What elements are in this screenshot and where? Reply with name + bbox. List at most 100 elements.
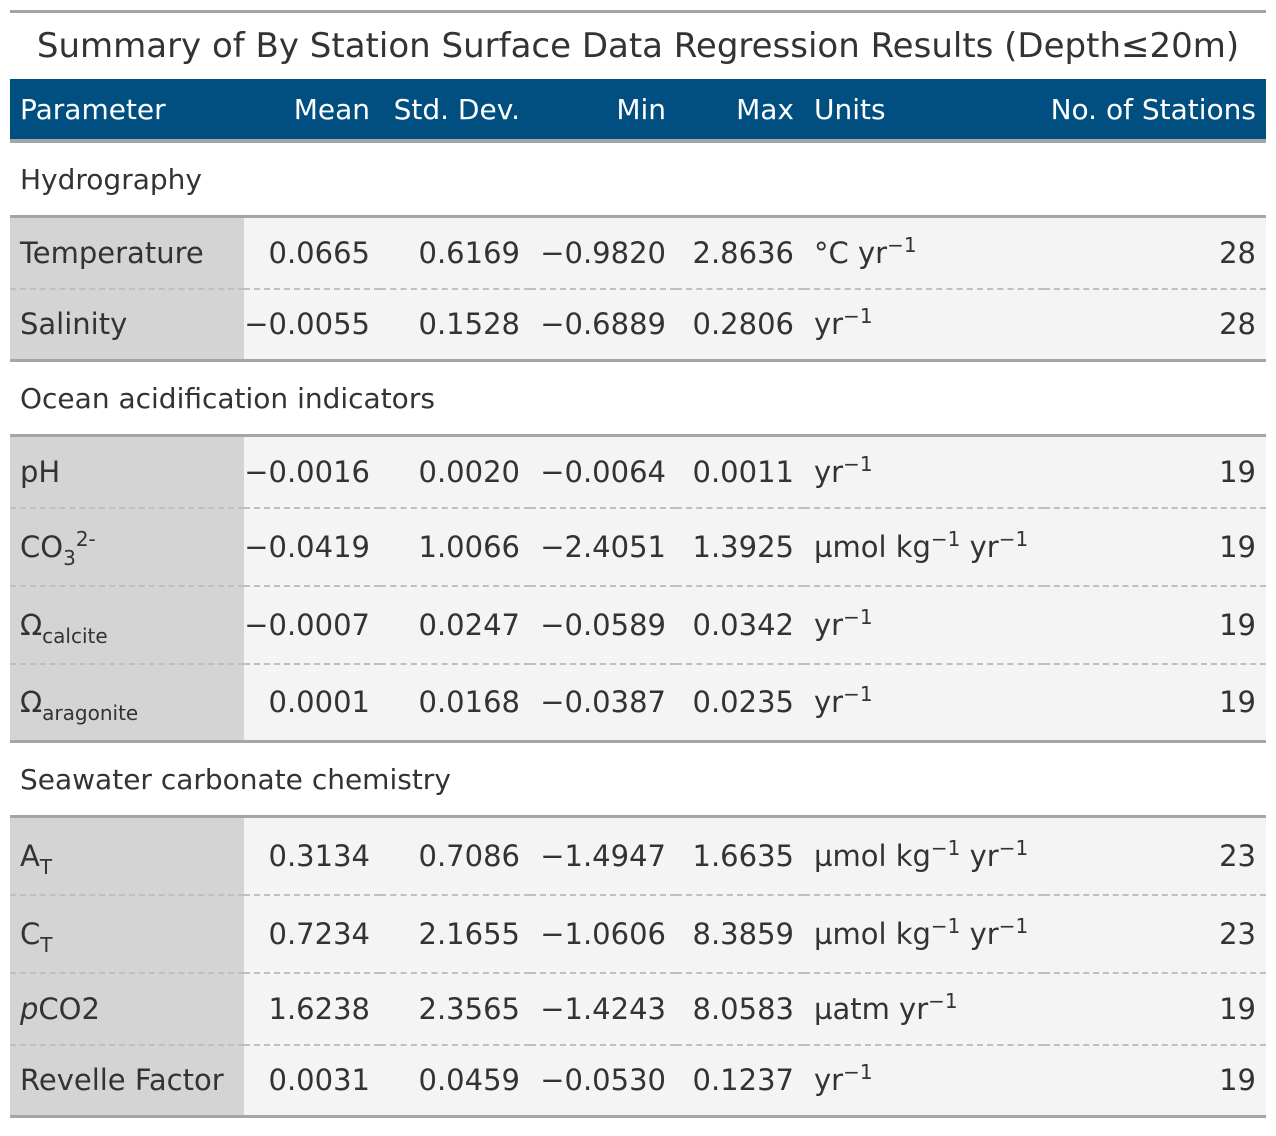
- cell-units: µmol kg−1 yr−1: [804, 894, 1044, 974]
- cell-max: 0.0011: [676, 435, 804, 509]
- group-row: Ocean acidification indicators: [10, 360, 1266, 437]
- parameter-name: Revelle Factor: [20, 1063, 224, 1098]
- cell-min: −0.0589: [530, 585, 676, 665]
- unit-text: µatm yr: [814, 991, 929, 1026]
- parameter-subscript: T: [40, 932, 53, 957]
- cell-std-dev: 0.0168: [380, 663, 530, 743]
- table-row: Temperature 0.0665 0.6169 −0.9820 2.8636 °C y…: [10, 216, 1266, 290]
- cell-stations: 23: [1044, 894, 1266, 974]
- header-units: Units: [804, 79, 1044, 143]
- title-top-rule: [10, 10, 1266, 13]
- unit-exponent: −1: [930, 835, 961, 860]
- parameter-name: C: [20, 916, 41, 951]
- parameter-superscript: 2-: [75, 526, 96, 551]
- table-row: Ωcalcite −0.0007 0.0247 −0.0589 0.0342 yr−1 19: [10, 585, 1266, 665]
- parameter-italic-prefix: p: [20, 991, 39, 1026]
- cell-max: 0.2806: [676, 288, 804, 362]
- parameter-name: Salinity: [20, 307, 128, 342]
- cell-std-dev: 0.1528: [380, 288, 530, 362]
- header-std-dev: Std. Dev.: [380, 79, 530, 143]
- header-row: Parameter Mean Std. Dev. Min Max Units N…: [10, 79, 1266, 143]
- unit-text: °C yr: [814, 235, 888, 270]
- unit-exponent: −1: [843, 451, 873, 476]
- group-label: Seawater carbonate chemistry: [10, 741, 1266, 818]
- unit-exponent: −1: [930, 526, 961, 551]
- cell-mean: 1.6238: [244, 972, 380, 1046]
- parameter-name: CO: [20, 529, 64, 564]
- table-row: CO32- −0.0419 1.0066 −2.4051 1.3925 µmol kg−1…: [10, 507, 1266, 587]
- cell-mean: 0.0665: [244, 216, 380, 290]
- cell-std-dev: 0.7086: [380, 816, 530, 896]
- cell-parameter: AT: [10, 816, 244, 896]
- unit-text: µmol kg: [814, 529, 931, 564]
- cell-mean: 0.3134: [244, 816, 380, 896]
- cell-mean: −0.0055: [244, 288, 380, 362]
- cell-units: yr−1: [804, 663, 1044, 743]
- cell-mean: 0.0001: [244, 663, 380, 743]
- unit-text-2: yr: [960, 838, 999, 873]
- cell-mean: −0.0419: [244, 507, 380, 587]
- cell-max: 8.0583: [676, 972, 804, 1046]
- cell-units: µatm yr−1: [804, 972, 1044, 1046]
- table-row: pCO2 1.6238 2.3565 −1.4243 8.0583 µatm yr−1 19: [10, 972, 1266, 1046]
- cell-stations: 23: [1044, 816, 1266, 896]
- cell-stations: 19: [1044, 435, 1266, 509]
- cell-std-dev: 0.6169: [380, 216, 530, 290]
- cell-max: 0.0235: [676, 663, 804, 743]
- cell-mean: −0.0016: [244, 435, 380, 509]
- cell-std-dev: 1.0066: [380, 507, 530, 587]
- cell-stations: 19: [1044, 972, 1266, 1046]
- unit-text: yr: [814, 454, 844, 489]
- unit-exponent: −1: [843, 604, 873, 629]
- unit-text: µmol kg: [814, 838, 931, 873]
- cell-min: −0.6889: [530, 288, 676, 362]
- cell-parameter: CT: [10, 894, 244, 974]
- cell-parameter: Temperature: [10, 216, 244, 290]
- unit-exponent-2: −1: [998, 835, 1029, 860]
- regression-summary: Summary of By Station Surface Data Regre…: [10, 10, 1266, 1118]
- table-row: CT 0.7234 2.1655 −1.0606 8.3859 µmol kg−1 yr−…: [10, 894, 1266, 974]
- unit-exponent: −1: [887, 232, 917, 257]
- cell-std-dev: 0.0459: [380, 1044, 530, 1118]
- cell-stations: 28: [1044, 216, 1266, 290]
- unit-exponent: −1: [843, 1060, 873, 1085]
- cell-min: −1.4947: [530, 816, 676, 896]
- results-table: Parameter Mean Std. Dev. Min Max Units N…: [10, 79, 1266, 1118]
- header-parameter: Parameter: [10, 79, 244, 143]
- cell-min: −1.0606: [530, 894, 676, 974]
- cell-parameter: Revelle Factor: [10, 1044, 244, 1118]
- parameter-name: Temperature: [20, 235, 204, 270]
- cell-std-dev: 0.0247: [380, 585, 530, 665]
- unit-exponent-2: −1: [998, 526, 1029, 551]
- cell-mean: 0.0031: [244, 1044, 380, 1118]
- cell-parameter: Ωaragonite: [10, 663, 244, 743]
- cell-stations: 19: [1044, 507, 1266, 587]
- cell-min: −0.0387: [530, 663, 676, 743]
- cell-max: 8.3859: [676, 894, 804, 974]
- parameter-name: Ω: [20, 607, 43, 642]
- unit-text: yr: [814, 307, 844, 342]
- cell-units: yr−1: [804, 585, 1044, 665]
- cell-units: yr−1: [804, 435, 1044, 509]
- cell-max: 0.0342: [676, 585, 804, 665]
- cell-std-dev: 0.0020: [380, 435, 530, 509]
- parameter-subscript: T: [39, 854, 53, 879]
- parameter-name: CO2: [38, 991, 100, 1026]
- group-label: Ocean acidification indicators: [10, 360, 1266, 437]
- cell-stations: 19: [1044, 585, 1266, 665]
- cell-std-dev: 2.1655: [380, 894, 530, 974]
- table-title: Summary of By Station Surface Data Regre…: [36, 26, 1240, 66]
- cell-stations: 28: [1044, 288, 1266, 362]
- cell-min: −0.0064: [530, 435, 676, 509]
- unit-exponent: −1: [843, 304, 873, 329]
- header-mean: Mean: [244, 79, 380, 143]
- unit-text-2: yr: [960, 529, 999, 564]
- group-row: Seawater carbonate chemistry: [10, 741, 1266, 818]
- table-row: Salinity −0.0055 0.1528 −0.6889 0.2806 yr−1 28: [10, 288, 1266, 362]
- cell-units: µmol kg−1 yr−1: [804, 816, 1044, 896]
- parameter-subscript: calcite: [42, 623, 108, 648]
- table-row: Revelle Factor 0.0031 0.0459 −0.0530 0.1237 y…: [10, 1044, 1266, 1118]
- unit-exponent-2: −1: [998, 913, 1029, 938]
- cell-min: −1.4243: [530, 972, 676, 1046]
- cell-mean: −0.0007: [244, 585, 380, 665]
